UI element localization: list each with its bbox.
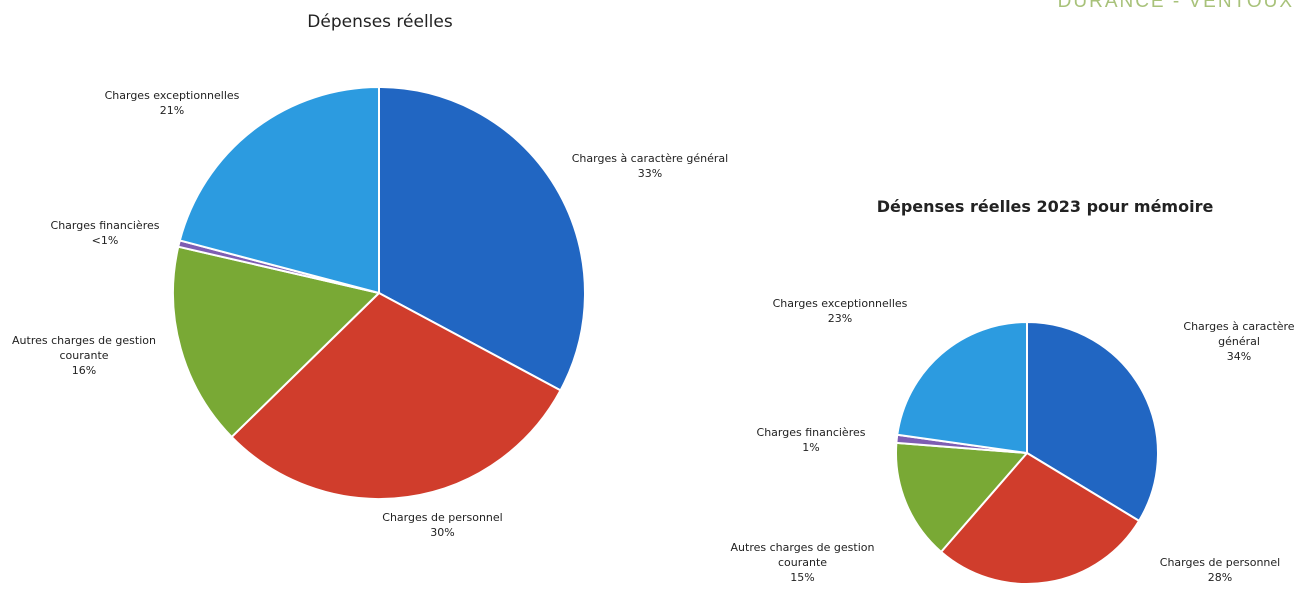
chart-title-depenses-2023: Dépenses réelles 2023 pour mémoire [876, 197, 1214, 216]
pie-slice-autres-charges-de-gestion-courante [895, 441, 1028, 553]
slice-label-charges-financieres: Charges financières <1% [50, 219, 160, 247]
pie-slice-charges-exceptionnelles [896, 321, 1028, 454]
slice-label-charges-generales: Charges à caractère général 33% [571, 152, 729, 180]
pie-slice-charges-exceptionnelles [178, 86, 380, 294]
brand-logo-text: DURANCE - VENTOUX [1057, 0, 1294, 12]
pie-slice-charges-de-personnel [230, 292, 562, 500]
slice-label-charges-exceptionnelles: Charges exceptionnelles 21% [104, 89, 240, 117]
slice-label-2023-charges-generales: Charges à caractère général 34% [1183, 320, 1295, 363]
slice-label-2023-autres-charges: Autres charges de gestion courante 15% [730, 541, 875, 584]
slice-label-2023-charges-financieres: Charges financières 1% [756, 426, 866, 454]
slice-label-autres-charges: Autres charges de gestion courante 16% [12, 334, 156, 377]
pie-slice-charges-de-personnel [940, 452, 1141, 585]
slice-label-2023-charges-personnel: Charges de personnel 28% [1159, 556, 1281, 584]
chart-title-depenses: Dépenses réelles [307, 12, 453, 32]
pie-chart-depenses [172, 86, 586, 500]
pie-chart-depenses-2023 [895, 321, 1159, 585]
pie-slice-charges-a-caractere-general [378, 86, 586, 392]
slice-label-2023-charges-exceptionnelles: Charges exceptionnelles 23% [772, 297, 908, 325]
pie-slice-autres-charges-de-gestion-courante [172, 245, 380, 438]
pie-slice-charges-a-caractere-general [1026, 321, 1159, 522]
slice-label-charges-personnel: Charges de personnel 30% [382, 511, 503, 539]
